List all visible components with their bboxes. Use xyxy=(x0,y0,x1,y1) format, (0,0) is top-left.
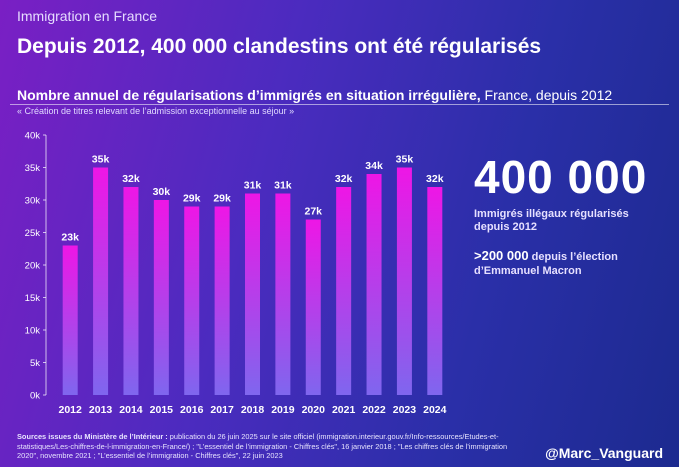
y-tick-label: 40k xyxy=(25,131,41,142)
kicker-text: Immigration en France xyxy=(17,8,158,24)
headline: Depuis 2012, 400 000 clandestins ont été… xyxy=(17,35,542,58)
bar-2018 xyxy=(245,193,260,395)
bar-2022 xyxy=(366,174,382,395)
macron-highlight: >200 000 xyxy=(474,248,529,263)
x-tick-label: 2024 xyxy=(423,404,447,416)
sources-label: Sources issues du Ministère de l’Intérie… xyxy=(17,432,168,441)
bar-value-label: 32k xyxy=(426,173,444,185)
bar-value-label: 27k xyxy=(305,206,323,218)
y-tick-label: 5k xyxy=(30,358,40,369)
bar-value-label: 34k xyxy=(365,160,383,172)
y-tick-label: 25k xyxy=(25,228,41,239)
bar-2024 xyxy=(427,187,443,395)
bar-value-label: 32k xyxy=(335,173,353,185)
bar-2021 xyxy=(336,187,352,395)
y-tick-label: 35k xyxy=(25,163,41,174)
x-tick-label: 2020 xyxy=(302,404,326,416)
y-tick-label: 20k xyxy=(25,261,41,272)
subtitle-bold: Nombre annuel de régularisations d’immig… xyxy=(17,87,481,103)
macron-rest: depuis l’élection d’Emmanuel Macron xyxy=(474,251,618,277)
x-tick-label: 2023 xyxy=(393,404,417,416)
x-tick-label: 2012 xyxy=(59,404,83,416)
bar-2012 xyxy=(62,245,78,395)
bar-value-label: 31k xyxy=(274,180,292,192)
sources: Sources issues du Ministère de l’Intérie… xyxy=(17,432,527,461)
chart-note: « Création de titres relevant de l’admis… xyxy=(17,106,295,116)
big-number: 400 000 xyxy=(474,151,648,203)
bar-2019 xyxy=(275,193,291,395)
x-tick-label: 2018 xyxy=(241,404,265,416)
bar-2020 xyxy=(305,219,321,395)
x-tick-label: 2019 xyxy=(271,404,295,416)
subtitle-rest: France, depuis 2012 xyxy=(480,87,613,103)
big-number-caption: Immigrés illégaux régularisés depuis 201… xyxy=(474,208,629,233)
chart-subtitle: Nombre annuel de régularisations d’immig… xyxy=(17,87,612,103)
bar-2023 xyxy=(396,167,412,395)
bar-value-label: 30k xyxy=(153,186,171,198)
x-tick-label: 2013 xyxy=(89,404,113,416)
x-tick-label: 2017 xyxy=(210,404,234,416)
bar-value-label: 23k xyxy=(61,232,79,244)
bar-2017 xyxy=(214,206,230,395)
bar-value-label: 35k xyxy=(92,154,110,166)
y-tick-label: 15k xyxy=(25,293,41,304)
bar-value-label: 29k xyxy=(183,193,201,205)
bar-2014 xyxy=(123,187,139,395)
y-tick-label: 30k xyxy=(25,196,41,207)
bar-value-label: 32k xyxy=(122,173,140,185)
x-tick-label: 2014 xyxy=(119,404,143,416)
x-tick-label: 2021 xyxy=(332,404,356,416)
divider xyxy=(10,104,669,105)
bar-value-label: 31k xyxy=(244,180,262,192)
y-tick-label: 0k xyxy=(30,391,40,402)
bar-2013 xyxy=(93,167,109,395)
sources-text: publication du 26 juin 2025 sur le site … xyxy=(17,432,508,460)
bar-2015 xyxy=(153,200,169,395)
bar-value-label: 35k xyxy=(396,154,414,166)
x-tick-label: 2015 xyxy=(150,404,174,416)
x-tick-label: 2016 xyxy=(180,404,204,416)
bar-value-label: 29k xyxy=(213,193,231,205)
bar-2016 xyxy=(184,206,200,395)
y-tick-label: 10k xyxy=(25,326,41,337)
author-handle: @Marc_Vanguard xyxy=(545,445,663,461)
x-tick-label: 2022 xyxy=(362,404,386,416)
macron-note: >200 000 depuis l’élection d’Emmanuel Ma… xyxy=(474,249,664,278)
